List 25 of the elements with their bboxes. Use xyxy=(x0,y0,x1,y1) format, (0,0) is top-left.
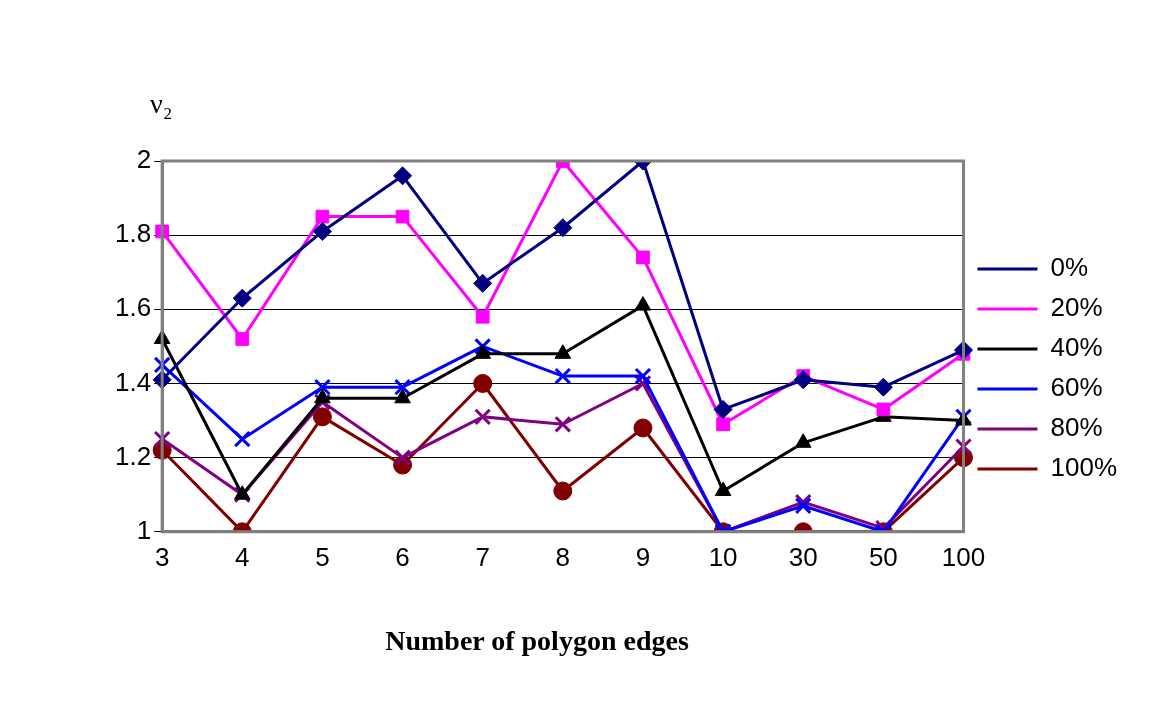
x-tick-label: 100 xyxy=(941,541,986,572)
y-tick-label: 1.2 xyxy=(114,440,152,471)
x-tick-label: 50 xyxy=(868,541,898,572)
x-tick-label: 30 xyxy=(788,541,818,572)
y-tick-label: 1.8 xyxy=(114,218,152,249)
x-tick-label: 9 xyxy=(635,541,651,572)
y-tick-label: 1.4 xyxy=(114,366,152,397)
legend-label: 0% xyxy=(1050,252,1089,283)
x-tick-label: 4 xyxy=(235,541,250,572)
x-tick-label: 5 xyxy=(315,541,330,572)
legend-label: 80% xyxy=(1050,412,1103,443)
x-tick-label: 3 xyxy=(154,541,170,572)
legend-label: 40% xyxy=(1050,332,1103,363)
x-axis-title: Number of polygon edges xyxy=(384,625,690,657)
x-tick-label: 8 xyxy=(555,541,571,572)
y-tick-label: 1.6 xyxy=(114,292,152,323)
x-tick-label: 10 xyxy=(708,541,738,572)
y-axis-title: ν₂ xyxy=(150,88,173,120)
x-tick-label: 6 xyxy=(395,541,410,572)
legend-label: 100% xyxy=(1050,452,1117,483)
legend-label: 60% xyxy=(1050,372,1103,403)
y-tick-label: 1 xyxy=(136,514,152,545)
y-tick-label: 2 xyxy=(136,144,152,175)
legend-label: 20% xyxy=(1050,292,1103,323)
x-tick-label: 7 xyxy=(475,541,490,572)
